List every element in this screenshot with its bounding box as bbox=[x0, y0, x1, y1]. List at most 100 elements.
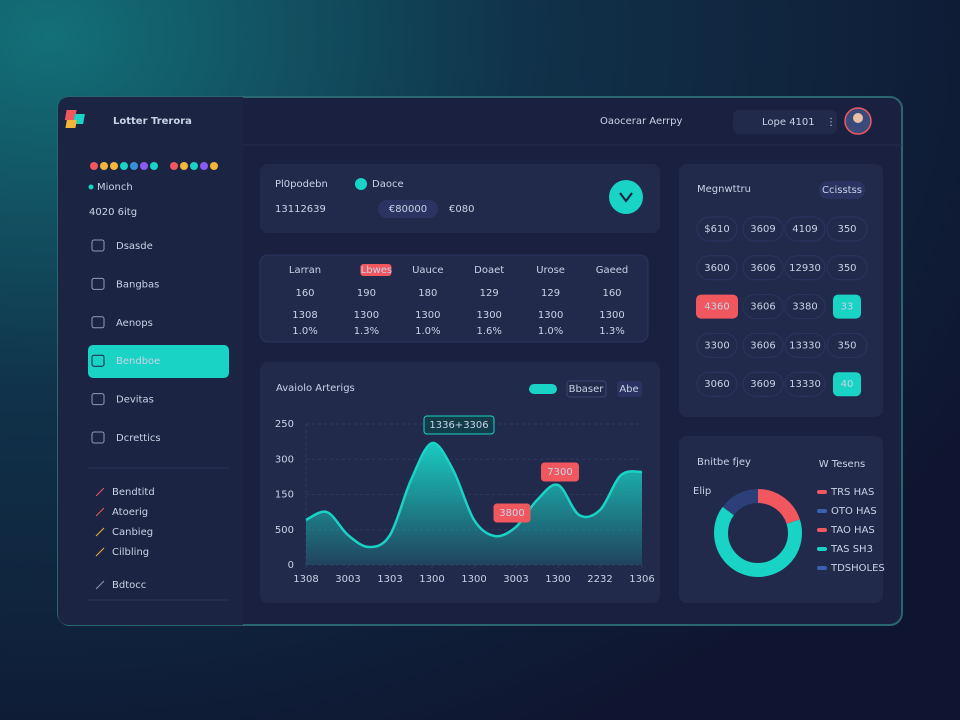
dot bbox=[200, 162, 208, 170]
dot bbox=[110, 162, 118, 170]
legend-swatch bbox=[529, 384, 557, 394]
donut-segment bbox=[714, 489, 802, 577]
donut-note: Elip bbox=[693, 486, 711, 497]
table-cell: 350 bbox=[837, 340, 856, 351]
sidebar-link[interactable]: Atoerig bbox=[112, 507, 148, 518]
stat-change: 1.3% bbox=[354, 326, 379, 337]
stat-sub: 1300 bbox=[476, 310, 501, 321]
nav-icon bbox=[91, 316, 105, 329]
annotation: 3800 bbox=[499, 508, 524, 519]
table-cell: $610 bbox=[704, 224, 729, 235]
stat-sub: 1300 bbox=[415, 310, 440, 321]
table-cell: 3609 bbox=[750, 224, 775, 235]
table-button[interactable] bbox=[819, 181, 865, 199]
search-text: Lope 4101 bbox=[762, 117, 815, 128]
nav-item[interactable]: Dsasde bbox=[116, 241, 153, 252]
y-tick-label: 150 bbox=[275, 490, 294, 501]
x-tick-label: 1306 bbox=[629, 574, 654, 585]
legend-label: TDSHOLES bbox=[830, 563, 885, 574]
summary-pill-text: €80000 bbox=[389, 204, 427, 215]
search-box[interactable] bbox=[733, 110, 837, 134]
sidebar-link[interactable]: Canbieg bbox=[112, 527, 153, 538]
nav-icon bbox=[91, 393, 105, 406]
nav-item[interactable]: Bangbas bbox=[116, 279, 159, 290]
cell-box bbox=[742, 371, 784, 397]
sidebar-link[interactable]: Bdtocc bbox=[112, 580, 146, 591]
nav-item[interactable]: Aenops bbox=[116, 318, 153, 329]
x-tick-label: 2232 bbox=[587, 574, 612, 585]
nav-item[interactable]: Dcrettics bbox=[116, 433, 161, 444]
x-tick-label: 1303 bbox=[377, 574, 402, 585]
summary-amount: 13112639 bbox=[275, 204, 326, 215]
summary-card bbox=[260, 164, 660, 233]
stat-value: 160 bbox=[295, 288, 314, 299]
stat-value: 180 bbox=[418, 288, 437, 299]
stat-sub: 1300 bbox=[599, 310, 624, 321]
nav-icon bbox=[91, 431, 105, 444]
cell-box bbox=[696, 255, 738, 281]
legend-box[interactable] bbox=[566, 380, 607, 398]
nav-item[interactable]: Devitas bbox=[116, 395, 154, 406]
brand: Lotter Trerora bbox=[113, 116, 192, 127]
legend-box[interactable] bbox=[617, 381, 642, 397]
cell-box bbox=[696, 332, 738, 358]
x-tick-label: 1300 bbox=[461, 574, 486, 585]
cell-pill bbox=[833, 372, 861, 397]
legend-swatch bbox=[817, 566, 827, 570]
dot bbox=[170, 162, 178, 170]
cell-box bbox=[696, 216, 738, 242]
legend-swatch bbox=[817, 490, 827, 494]
stat-value: 190 bbox=[357, 288, 376, 299]
table-cell: 13330 bbox=[789, 379, 821, 390]
header-title: Oaocerar Aerrpy bbox=[600, 116, 683, 127]
cell-box bbox=[784, 255, 826, 281]
table-cell: 3606 bbox=[750, 263, 775, 274]
action-button[interactable] bbox=[609, 180, 643, 214]
annotation: 7300 bbox=[547, 467, 572, 478]
sidebar-link[interactable]: Cilbling bbox=[112, 547, 149, 558]
dot bbox=[140, 162, 148, 170]
legend-label: TAO HAS bbox=[830, 525, 875, 536]
link-icon bbox=[95, 507, 105, 517]
nav-active bbox=[88, 345, 229, 378]
stat-label: Doaet bbox=[474, 265, 504, 276]
sidebar-link[interactable]: Bendtitd bbox=[112, 487, 155, 498]
annotation-box bbox=[423, 415, 495, 435]
color-dots bbox=[90, 162, 218, 170]
link-icon bbox=[95, 547, 105, 557]
menu-dots[interactable]: ⋮ bbox=[826, 117, 836, 128]
legend-label: TAS SH3 bbox=[830, 544, 873, 555]
table-cell: 3609 bbox=[750, 379, 775, 390]
area-chart: 0 500 150 300 250 1308 3003 1303 1300 1300 3003 130… bbox=[275, 415, 655, 585]
table-cell: 3380 bbox=[792, 302, 817, 313]
stat-change: 1.6% bbox=[476, 326, 501, 337]
donut-button[interactable]: W Tesens bbox=[819, 459, 866, 470]
annotation: 1336+3306 bbox=[429, 420, 488, 431]
cell-box bbox=[696, 371, 738, 397]
stat-label: Larran bbox=[289, 265, 321, 276]
stat-label: Gaeed bbox=[596, 265, 629, 276]
stat-label: Uauce bbox=[412, 265, 443, 276]
table-cell: 4360 bbox=[704, 302, 729, 313]
stat-change: 1.0% bbox=[538, 326, 563, 337]
nav-item[interactable]: Bendboe bbox=[116, 356, 160, 367]
x-tick-label: 1308 bbox=[293, 574, 318, 585]
stat-sub: 1308 bbox=[292, 310, 317, 321]
table-cell: 4109 bbox=[792, 224, 817, 235]
stat-value: 129 bbox=[480, 288, 499, 299]
dot bbox=[190, 162, 198, 170]
stat-label: Lbwes bbox=[361, 265, 392, 276]
stat-sub: 1300 bbox=[354, 310, 379, 321]
chart-title: Avaiolo Arterigs bbox=[276, 383, 355, 394]
cell-box bbox=[742, 332, 784, 358]
status-icon bbox=[355, 178, 367, 190]
sidebar-label: Mionch bbox=[97, 182, 133, 193]
y-tick-label: 0 bbox=[288, 560, 294, 571]
dot bbox=[90, 162, 98, 170]
table-cell: 3600 bbox=[704, 263, 729, 274]
table-cell: 350 bbox=[837, 224, 856, 235]
summary-pill bbox=[378, 200, 438, 218]
legend-label: Abe bbox=[619, 384, 638, 395]
